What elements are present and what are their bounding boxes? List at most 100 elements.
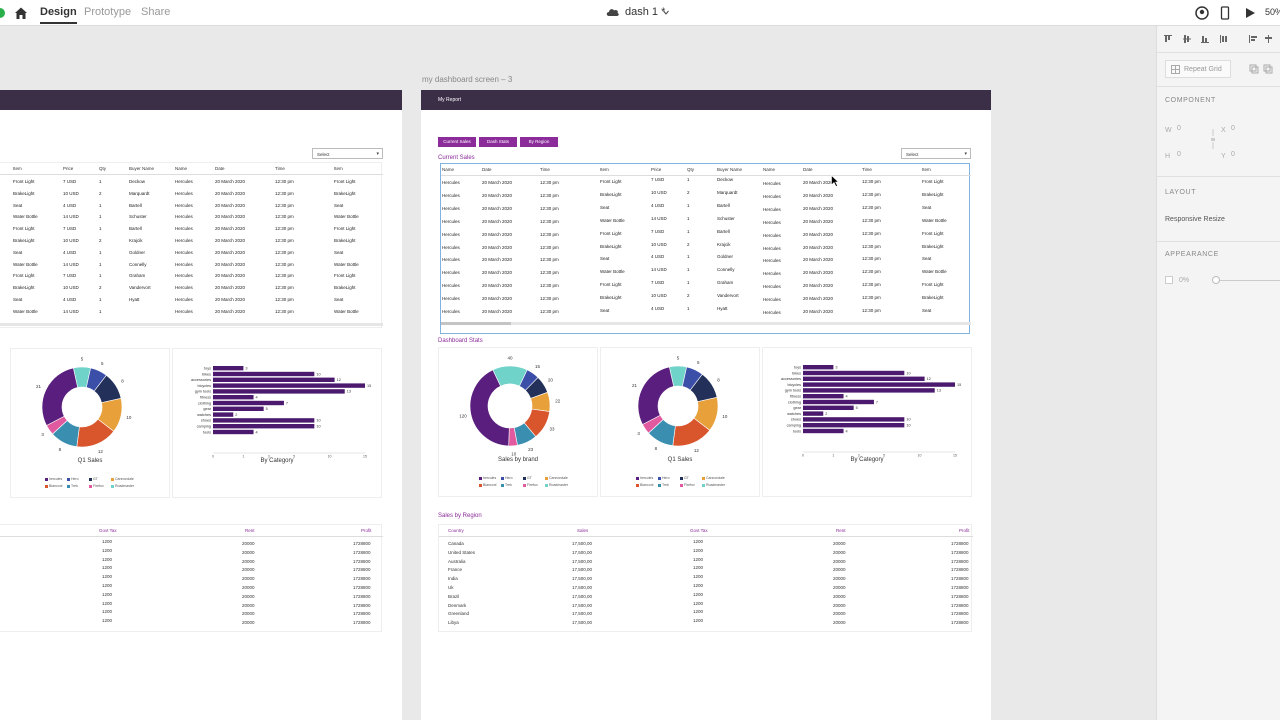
artboard-title[interactable]: my dashboard screen – 3 xyxy=(422,75,513,84)
width-field[interactable]: 0 xyxy=(1177,125,1181,132)
bar-gym-tools xyxy=(803,388,935,393)
table-cell: 17,500,00 xyxy=(572,602,593,608)
opacity-slider-handle[interactable] xyxy=(1212,276,1220,284)
table-cell: 20 March 2020 xyxy=(803,231,834,237)
bar-value-label: 4 xyxy=(256,430,258,434)
bar-value-label: 5 xyxy=(266,407,268,411)
table-cell: Marquardt xyxy=(717,189,738,195)
column-header: Rent xyxy=(245,528,255,533)
column-header: Profit xyxy=(361,528,372,533)
table-cell: 12:30 pm xyxy=(540,296,559,302)
table-cell: 10 USD xyxy=(651,293,667,299)
horizontal-scrollbar[interactable] xyxy=(441,322,971,325)
appearance-section-label: APPEARANCE xyxy=(1165,251,1219,258)
mobile-preview-icon[interactable] xyxy=(1217,5,1233,21)
table-cell: 1200 xyxy=(693,600,704,606)
horizontal-scrollbar[interactable] xyxy=(0,323,383,326)
table-cell: Hercules xyxy=(442,309,460,314)
x-field[interactable]: 0 xyxy=(1231,125,1235,132)
legend-label: Hero xyxy=(662,476,670,480)
table-cell: 1 xyxy=(99,249,102,255)
table-cell: Front Light xyxy=(334,273,356,279)
dash-stats-button[interactable]: Dash Stats xyxy=(479,137,517,147)
table-cell: 1 xyxy=(99,226,102,232)
table-cell: Front Light xyxy=(600,230,622,236)
bar-value-label: 13 xyxy=(347,390,351,394)
tab-prototype[interactable]: Prototype xyxy=(84,6,132,18)
bar-value-label: 10 xyxy=(906,371,910,375)
select-dropdown[interactable]: Select xyxy=(312,148,383,159)
by-region-button[interactable]: By Region xyxy=(520,137,558,147)
zoom-level[interactable]: 50% xyxy=(1265,7,1280,17)
play-icon[interactable] xyxy=(1242,5,1258,21)
document-title[interactable]: dash 1 * xyxy=(625,6,666,18)
legend-label: Cannondale xyxy=(115,477,134,481)
table-cell: Seat xyxy=(600,204,610,210)
table-cell: Vandervort xyxy=(129,285,151,291)
region-table: Country Sales Govt Tax Rent Profit Canada 17,5… xyxy=(438,524,973,632)
table-cell: 1200 xyxy=(693,618,704,624)
lock-aspect-icon[interactable] xyxy=(1210,129,1216,149)
x-tick-label: 5 xyxy=(293,455,295,459)
scrollbar-thumb[interactable] xyxy=(441,322,511,325)
table-cell: 1728800 xyxy=(353,549,371,555)
table-cell: 20 March 2020 xyxy=(215,179,246,184)
table-cell: Hercules xyxy=(442,296,460,302)
table-cell: 1200 xyxy=(693,565,704,571)
category-label: fitness xyxy=(200,396,211,400)
table-cell: 10 USD xyxy=(651,189,667,195)
sales-table[interactable]: Name Date Time Item Price Qty Buyer Name Name Da… xyxy=(440,163,971,334)
user-icon[interactable] xyxy=(1194,5,1210,21)
donut-data-label: 120 xyxy=(459,413,467,418)
current-sales-button[interactable]: Current Sales xyxy=(438,137,476,147)
opacity-slider[interactable] xyxy=(1215,280,1280,281)
table-cell: 1728800 xyxy=(951,611,969,617)
window-control-dot[interactable] xyxy=(0,8,5,18)
table-cell: 20000 xyxy=(833,620,846,626)
table-cell: 12:30 pm xyxy=(275,202,294,208)
donut-data-label: 21 xyxy=(632,383,638,388)
legend-label: Cannondale xyxy=(549,476,568,480)
boolean-ops-icon[interactable] xyxy=(1249,64,1275,74)
tab-design[interactable]: Design xyxy=(40,6,77,24)
artboard-left[interactable]: Select Item Price Qty Buyer Name Name Date Tim… xyxy=(0,90,402,720)
table-cell: Hercules xyxy=(763,310,781,315)
column-header: Name xyxy=(763,167,776,172)
table-cell: 20000 xyxy=(242,585,255,590)
opacity-value[interactable]: 0% xyxy=(1179,277,1190,284)
category-label: accessories xyxy=(191,378,211,382)
tab-share[interactable]: Share xyxy=(141,6,171,18)
table-cell: 1200 xyxy=(693,547,704,553)
donut-data-label: 20 xyxy=(548,378,554,383)
table-cell: Canada xyxy=(448,541,464,546)
table-cell: Hercules xyxy=(442,180,460,185)
bar-value-label: 4 xyxy=(846,395,848,399)
select-dropdown[interactable]: Select xyxy=(901,148,971,159)
table-cell: 1 xyxy=(99,202,102,208)
bar-fitness xyxy=(803,394,844,399)
bar-clothing xyxy=(803,399,874,405)
category-label: tools xyxy=(203,430,211,434)
artboard-main[interactable]: My Report Current Sales Dash Stats By Re… xyxy=(421,90,991,720)
table-cell: 20000 xyxy=(242,541,255,546)
bar-value-label: 12 xyxy=(337,378,341,382)
responsive-resize-label[interactable]: Responsive Resize xyxy=(1165,216,1225,223)
table-cell: 1728800 xyxy=(353,576,371,582)
table-cell: Front Light xyxy=(922,230,944,236)
table-cell: Front Light xyxy=(922,179,944,184)
repeat-grid-button[interactable]: Repeat Grid xyxy=(1165,60,1231,78)
align-tools-icon[interactable] xyxy=(1163,34,1273,44)
table-cell: 12:30 pm xyxy=(862,179,881,184)
height-field[interactable]: 0 xyxy=(1177,151,1181,158)
table-cell: 1728800 xyxy=(353,602,371,608)
opacity-checkbox[interactable] xyxy=(1165,276,1173,284)
chevron-down-icon[interactable] xyxy=(663,10,669,15)
report-header xyxy=(0,90,402,110)
column-header: Item xyxy=(600,167,609,172)
table-cell: 12:30 pm xyxy=(540,283,559,289)
home-icon[interactable] xyxy=(13,5,29,21)
table-cell: Water Bottle xyxy=(13,261,38,267)
table-cell: Bartell xyxy=(129,226,142,232)
y-field[interactable]: 0 xyxy=(1231,151,1235,158)
table-cell: 14 USD xyxy=(63,214,79,220)
